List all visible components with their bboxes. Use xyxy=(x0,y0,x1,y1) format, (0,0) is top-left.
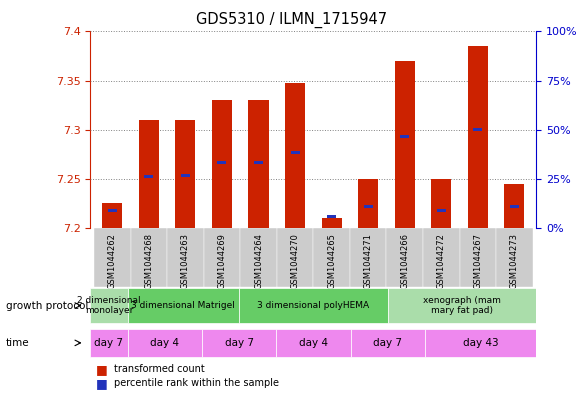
Bar xyxy=(510,205,519,208)
Bar xyxy=(139,120,159,228)
Text: GSM1044272: GSM1044272 xyxy=(437,233,446,288)
Bar xyxy=(108,209,117,212)
Text: GSM1044268: GSM1044268 xyxy=(145,233,153,288)
Bar xyxy=(90,329,128,357)
Bar xyxy=(358,179,378,228)
Bar xyxy=(431,179,451,228)
Text: time: time xyxy=(6,338,30,348)
Bar xyxy=(327,215,336,218)
Bar xyxy=(350,329,425,357)
Text: ■: ■ xyxy=(96,363,108,376)
Bar xyxy=(285,83,305,228)
Bar xyxy=(240,228,277,287)
Text: day 7: day 7 xyxy=(373,338,402,348)
Text: GSM1044263: GSM1044263 xyxy=(181,233,190,288)
Text: 3 dimensional polyHEMA: 3 dimensional polyHEMA xyxy=(257,301,370,310)
Bar xyxy=(350,228,387,287)
Bar xyxy=(468,46,488,228)
Text: 3 dimensional Matrigel: 3 dimensional Matrigel xyxy=(131,301,235,310)
Text: percentile rank within the sample: percentile rank within the sample xyxy=(114,378,279,388)
Text: day 7: day 7 xyxy=(94,338,124,348)
Bar xyxy=(459,228,496,287)
Bar xyxy=(239,288,388,323)
Bar xyxy=(203,228,240,287)
Bar xyxy=(90,288,128,323)
Bar xyxy=(473,128,482,131)
Text: day 4: day 4 xyxy=(150,338,179,348)
Bar xyxy=(248,100,269,228)
Bar xyxy=(496,228,533,287)
Bar xyxy=(387,228,423,287)
Bar xyxy=(102,204,122,228)
Bar xyxy=(128,329,202,357)
Bar xyxy=(322,218,342,228)
Text: ■: ■ xyxy=(96,376,108,390)
Bar xyxy=(276,329,350,357)
Bar xyxy=(217,161,226,163)
Bar xyxy=(401,135,409,138)
Bar xyxy=(94,228,131,287)
Bar xyxy=(128,288,239,323)
Bar xyxy=(437,209,446,212)
Bar xyxy=(145,175,153,178)
Text: GSM1044273: GSM1044273 xyxy=(510,233,519,288)
Bar xyxy=(388,288,536,323)
Bar xyxy=(202,329,276,357)
Text: GSM1044271: GSM1044271 xyxy=(364,233,373,288)
Text: xenograph (mam
mary fat pad): xenograph (mam mary fat pad) xyxy=(423,296,501,315)
Bar xyxy=(254,161,263,163)
Bar xyxy=(504,184,525,228)
Text: GSM1044265: GSM1044265 xyxy=(327,233,336,288)
Bar xyxy=(423,228,459,287)
Bar xyxy=(277,228,314,287)
Text: GSM1044262: GSM1044262 xyxy=(108,233,117,288)
Text: GSM1044269: GSM1044269 xyxy=(217,233,226,288)
Bar xyxy=(175,120,195,228)
Text: day 7: day 7 xyxy=(224,338,254,348)
Bar xyxy=(131,228,167,287)
Bar xyxy=(425,329,536,357)
Text: GSM1044266: GSM1044266 xyxy=(401,233,409,288)
Bar xyxy=(364,205,373,208)
Bar xyxy=(181,174,190,177)
Text: GSM1044264: GSM1044264 xyxy=(254,233,263,288)
Bar xyxy=(212,100,232,228)
Text: 2 dimensional
monolayer: 2 dimensional monolayer xyxy=(77,296,141,315)
Bar xyxy=(314,228,350,287)
Text: GDS5310 / ILMN_1715947: GDS5310 / ILMN_1715947 xyxy=(196,12,387,28)
Text: day 4: day 4 xyxy=(299,338,328,348)
Text: GSM1044267: GSM1044267 xyxy=(473,233,482,288)
Text: transformed count: transformed count xyxy=(114,364,205,375)
Bar xyxy=(395,61,415,228)
Bar xyxy=(167,228,203,287)
Bar xyxy=(290,151,300,154)
Text: GSM1044270: GSM1044270 xyxy=(290,233,300,288)
Text: day 43: day 43 xyxy=(463,338,498,348)
Text: growth protocol: growth protocol xyxy=(6,301,88,310)
